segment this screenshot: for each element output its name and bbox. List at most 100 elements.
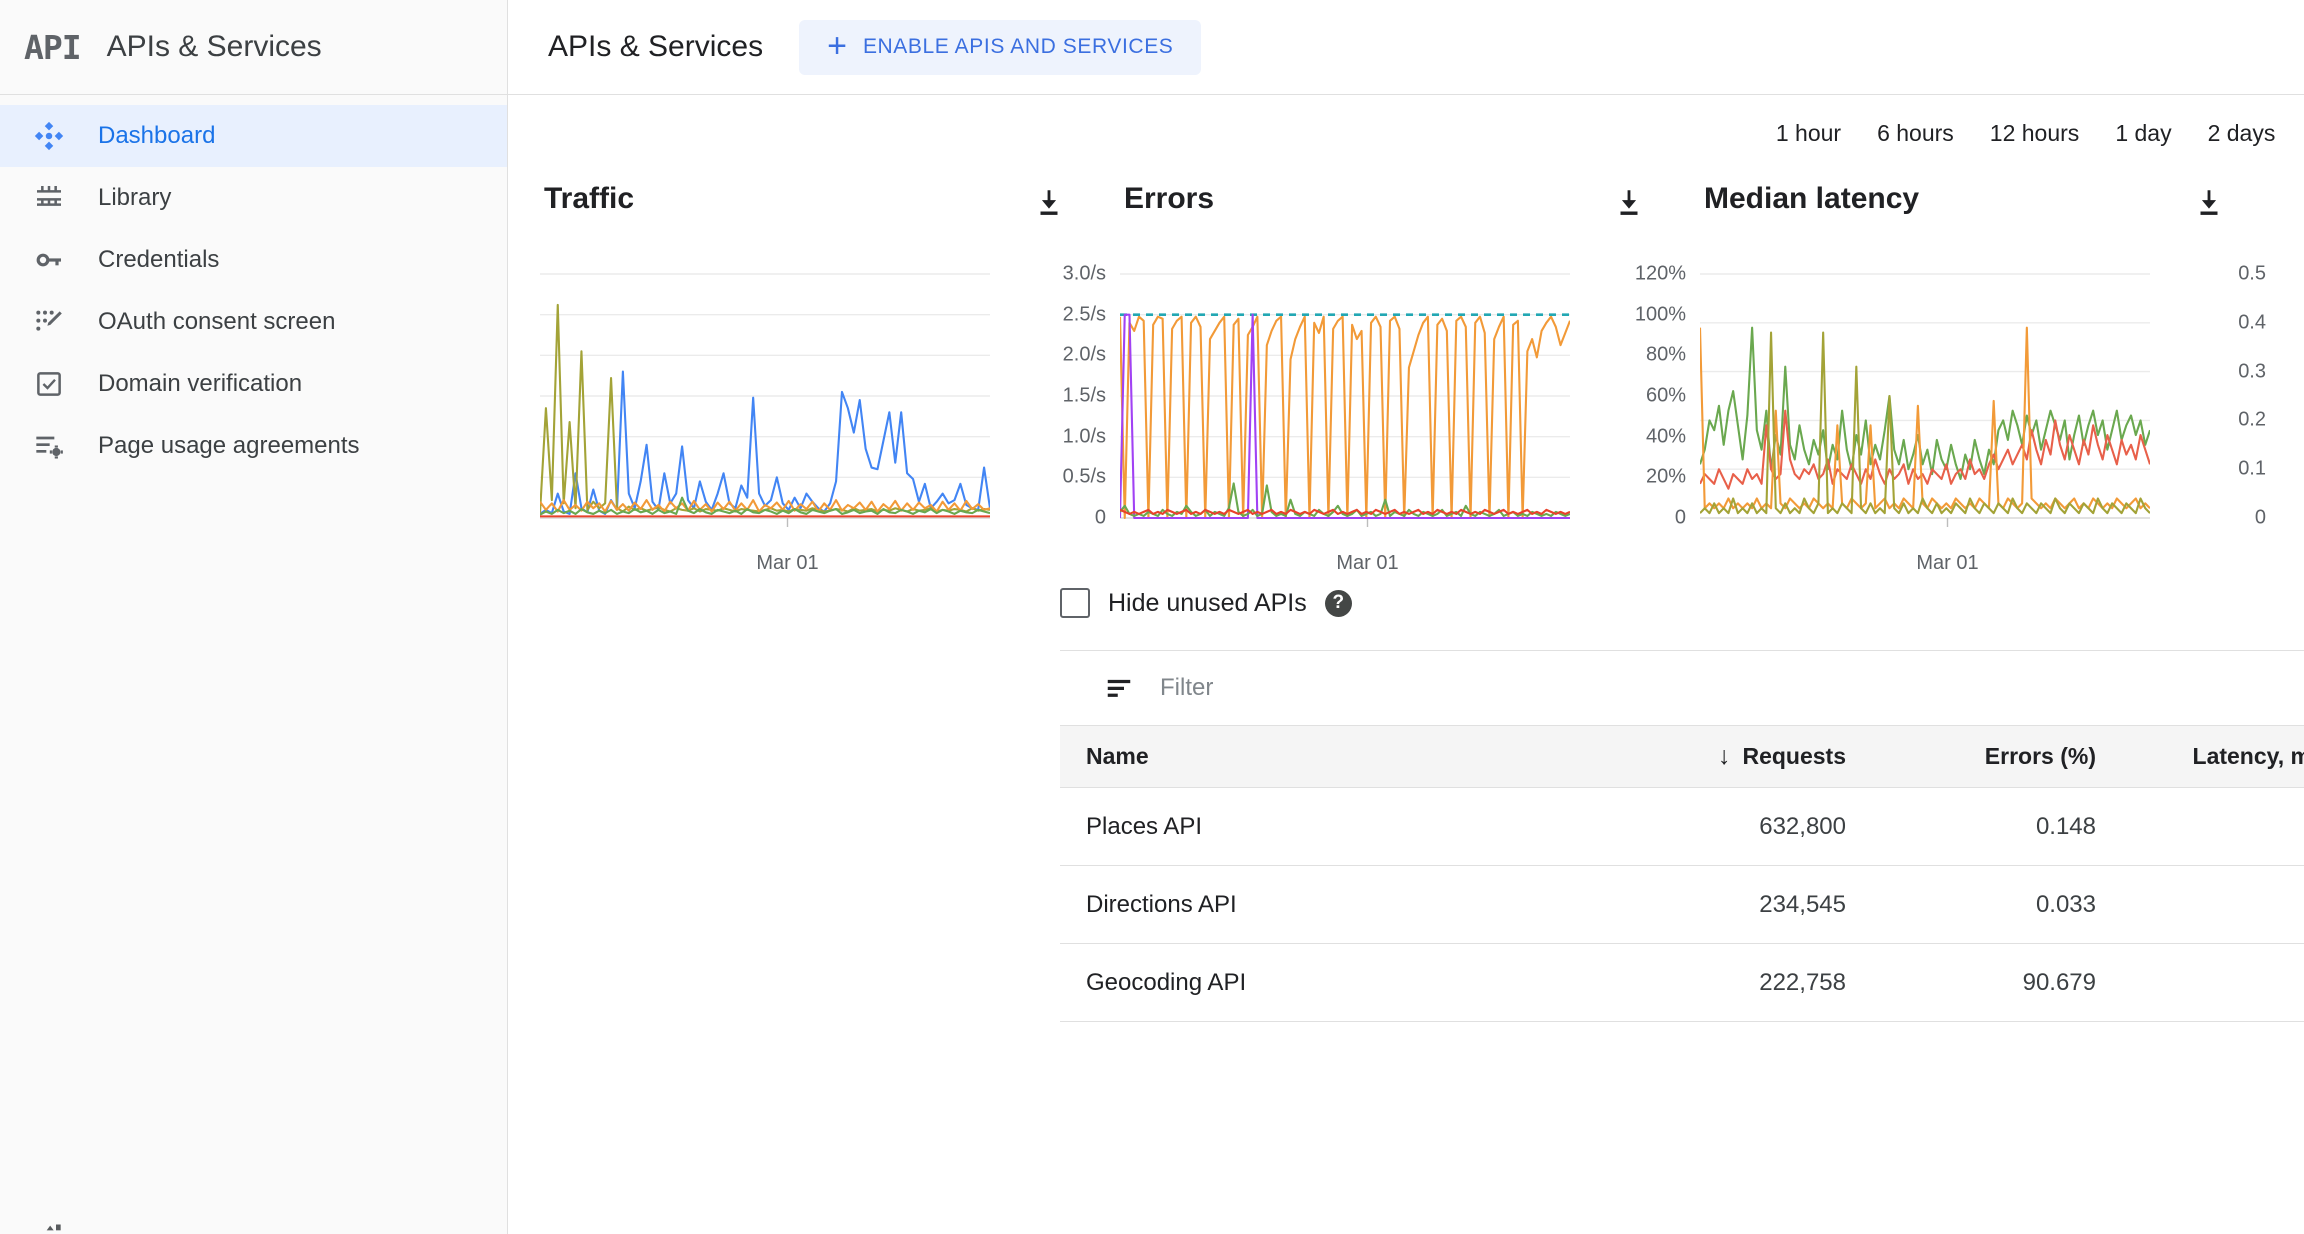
chart-y-tick: 0 [1094, 506, 1106, 529]
main-content: APIs & Services + ENABLE APIS AND SERVIC… [508, 0, 2304, 1234]
time-range-4-days[interactable]: 4 days [2293, 109, 2304, 158]
chart-y-tick: 0.5/s [1062, 465, 1106, 488]
chart-plot: 0 0.5/s 1.0/s 1.5/s 2.0/s 2.5/s 3.0/s Mar 01 [526, 246, 1106, 574]
chart-x-tick: Mar 01 [1336, 552, 1399, 574]
sidebar-item-credentials[interactable]: Credentials [0, 229, 507, 291]
chart-title: Median latency [1704, 182, 1920, 215]
column-header-requests[interactable]: ↓ Requests [1580, 725, 1870, 788]
table-row[interactable]: Geocoding API 222,758 90.679 3.969 111.3… [1060, 943, 2304, 1022]
sidebar-item-label: Domain verification [98, 370, 303, 397]
sidebar-item-label: Credentials [98, 246, 220, 273]
chart-y-tick: 3.0/s [1062, 262, 1106, 285]
chart-svg [540, 273, 990, 527]
time-range-12-hours[interactable]: 12 hours [1972, 109, 2098, 158]
sidebar-header: API APIs & Services [0, 0, 507, 95]
chart-y-tick: 1.0/s [1062, 425, 1106, 448]
chart-svg [1700, 273, 2150, 527]
download-icon[interactable] [2192, 186, 2226, 220]
chart-series-line [540, 499, 990, 513]
sidebar-item-domain-verification[interactable]: Domain verification [0, 353, 507, 415]
chart-y-tick: 0.2 [2238, 408, 2266, 431]
table-header-row: Name ↓ Requests Errors (%) Latency, medi… [1060, 725, 2304, 788]
table-body: Places API 632,800 0.148 60.722 456.678 … [1060, 787, 2304, 1022]
cell-requests: 632,800 [1580, 787, 1870, 866]
topbar: APIs & Services + ENABLE APIS AND SERVIC… [508, 0, 2304, 95]
chart-svg [1120, 273, 1570, 527]
filter-input[interactable] [1160, 674, 1660, 702]
oauth-icon [30, 303, 68, 341]
time-range-1-hour[interactable]: 1 hour [1758, 109, 1859, 158]
sidebar-overflow-icon[interactable] [42, 1214, 70, 1234]
chart-y-tick: 2.0/s [1062, 343, 1106, 366]
sidebar-item-label: OAuth consent screen [98, 308, 336, 335]
cell-requests: 234,545 [1580, 865, 1870, 944]
help-icon[interactable]: ? [1324, 589, 1352, 617]
table-row[interactable]: Directions API 234,545 0.033 82.135 241.… [1060, 865, 2304, 944]
chart-series-line [1120, 508, 1570, 515]
settings-list-icon [30, 427, 68, 465]
chart-series-line [1700, 326, 2150, 510]
chart-y-axis: 0 20% 40% 60% 80% 100% 120% [1596, 246, 1686, 546]
cell-errors: 0.033 [1870, 865, 2120, 944]
column-header-label: Requests [1742, 743, 1846, 769]
sidebar-nav: Dashboard Library [0, 95, 507, 477]
cell-requests: 222,758 [1580, 943, 1870, 1022]
chart-plot: 0 20% 40% 60% 80% 100% 120% Mar 01 [1106, 246, 1686, 574]
chart-y-tick: 20% [1645, 465, 1686, 488]
cell-name: Directions API [1060, 865, 1580, 944]
sidebar-item-label: Library [98, 184, 172, 211]
cell-errors: 0.148 [1870, 787, 2120, 866]
chart-y-tick: 0.5 [2238, 262, 2266, 285]
chart-y-tick: 0 [2254, 506, 2266, 529]
key-icon [30, 241, 68, 279]
chart-y-tick: 0 [1674, 506, 1686, 529]
enable-button-label: ENABLE APIS AND SERVICES [862, 35, 1174, 58]
chart-y-tick: 80% [1645, 343, 1686, 366]
chart-y-tick: 40% [1645, 425, 1686, 448]
cell-errors: 90.679 [1870, 943, 2120, 1022]
sidebar-item-page-usage-agreements[interactable]: Page usage agreements [0, 415, 507, 477]
chart-card-median-latency: Median latency 0 0.1 0.2 0.3 0.4 0.5 Mar 01 [1686, 164, 2266, 574]
sidebar-item-dashboard[interactable]: Dashboard [0, 105, 507, 167]
download-icon[interactable] [1612, 186, 1646, 220]
chart-y-tick: 60% [1645, 384, 1686, 407]
chart-series-line [1120, 315, 1570, 520]
column-header-errors[interactable]: Errors (%) [1870, 725, 2120, 788]
checkbox-icon [30, 365, 68, 403]
column-header-name[interactable]: Name [1060, 725, 1580, 788]
chart-series-line [540, 496, 990, 516]
time-range-2-days[interactable]: 2 days [2190, 109, 2294, 158]
column-header-latency-median[interactable]: Latency, median (ms) [2120, 725, 2304, 788]
chart-y-tick: 0.4 [2238, 311, 2266, 334]
chart-card-traffic: Traffic 0 0.5/s 1.0/s 1.5/s 2.0/s 2.5/s 3.0/s … [526, 164, 1106, 574]
chart-y-tick: 1.5/s [1062, 384, 1106, 407]
filter-left-group [1104, 673, 1660, 703]
enable-apis-and-services-button[interactable]: + ENABLE APIS AND SERVICES [799, 19, 1202, 75]
table-head: Name ↓ Requests Errors (%) Latency, medi… [1060, 725, 2304, 788]
filter-icon[interactable] [1104, 673, 1134, 703]
cell-name: Places API [1060, 787, 1580, 866]
chart-x-tick: Mar 01 [1916, 552, 1979, 574]
sidebar-item-label: Page usage agreements [98, 432, 360, 459]
charts-row: Traffic 0 0.5/s 1.0/s 1.5/s 2.0/s 2.5/s 3.0/s … [508, 164, 2304, 574]
hide-unused-apis-label: Hide unused APIs [1108, 588, 1307, 617]
chart-card-errors: Errors 0 20% 40% 60% 80% 100% 120% Mar 01 [1106, 164, 1686, 574]
chart-series-line [1120, 313, 1570, 520]
time-range-6-hours[interactable]: 6 hours [1859, 109, 1972, 158]
cell-latency-median: 82.135 [2120, 865, 2304, 944]
download-icon[interactable] [1032, 186, 1066, 220]
sidebar-item-label: Dashboard [98, 122, 216, 149]
cell-name: Geocoding API [1060, 943, 1580, 1022]
sidebar-item-oauth-consent-screen[interactable]: OAuth consent screen [0, 291, 507, 353]
plus-icon: + [827, 27, 847, 65]
time-range-1-day[interactable]: 1 day [2097, 109, 2189, 158]
chart-title: Traffic [544, 182, 635, 215]
sidebar-item-library[interactable]: Library [0, 167, 507, 229]
chart-header: Errors [1106, 164, 1686, 220]
chart-series-line [1700, 331, 2150, 515]
chart-title: Errors [1124, 182, 1215, 215]
cell-latency-median: 3.969 [2120, 943, 2304, 1022]
table-row[interactable]: Places API 632,800 0.148 60.722 456.678 [1060, 787, 2304, 866]
hide-unused-apis-checkbox[interactable] [1060, 588, 1090, 618]
